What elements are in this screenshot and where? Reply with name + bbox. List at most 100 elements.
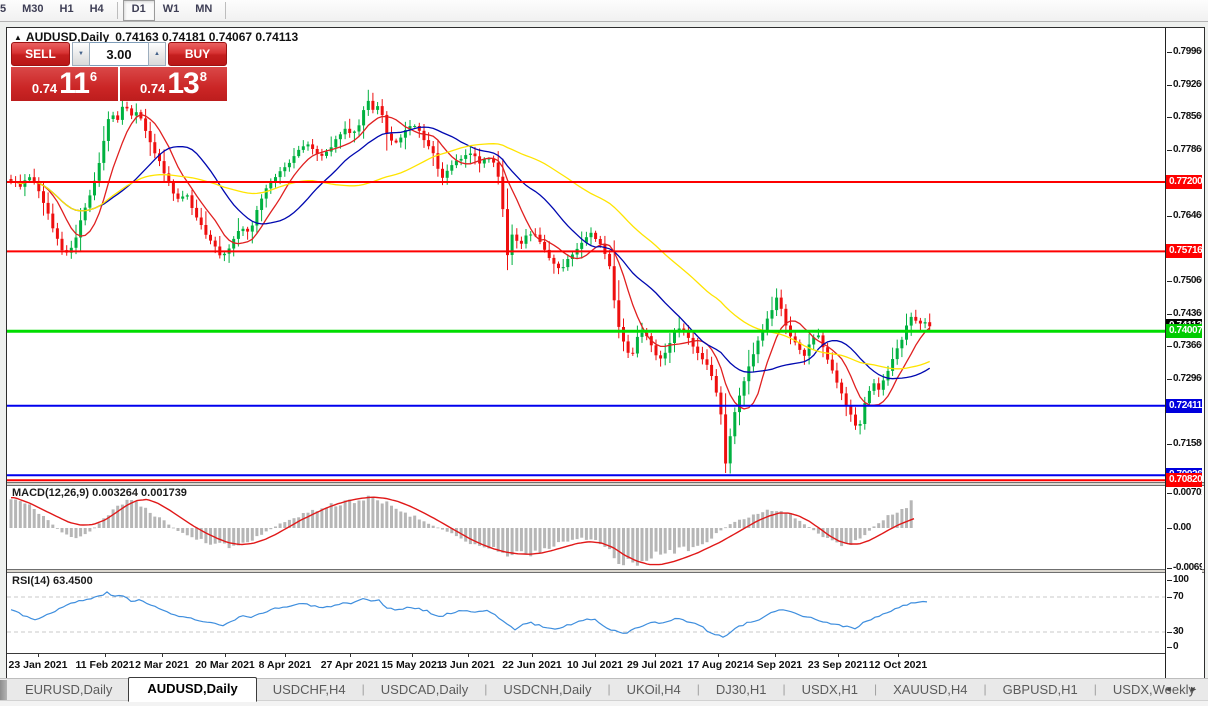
- tab-xauusd-h4[interactable]: XAUUSD,H4: [893, 682, 968, 697]
- date-label: 12 Oct 2021: [868, 659, 928, 671]
- tab-usdx-h1[interactable]: USDX,H1: [801, 682, 858, 697]
- volume-spinner: ▼ ▲: [72, 42, 166, 66]
- macd-tick: 0.00: [1167, 522, 1191, 533]
- date-tick: [838, 654, 839, 657]
- sell-price-big-digits: 11: [59, 67, 90, 100]
- trade-controls-row: SELL ▼ ▲ BUY: [11, 42, 227, 66]
- tab-ukoil-h4[interactable]: UKOil,H4: [626, 682, 681, 697]
- tab-gbpusd-h1[interactable]: GBPUSD,H1: [1002, 682, 1078, 697]
- macd-plot[interactable]: [7, 486, 1165, 570]
- tab-eurusd-daily[interactable]: EURUSD,Daily: [25, 682, 113, 697]
- toolbar-separator: [116, 2, 118, 19]
- date-tick: [468, 654, 469, 657]
- date-label: 23 Sep 2021: [807, 659, 869, 671]
- buy-price-big-digits: 13: [167, 67, 199, 100]
- tab-scroll-controls: ◄ ►: [1150, 684, 1198, 694]
- tab-dj30-h1[interactable]: DJ30,H1: [715, 682, 767, 697]
- date-tick: [655, 654, 656, 657]
- time-axis[interactable]: 23 Jan 2021 11 Feb 2021 2 Mar 2021 20 Mar 2…: [7, 653, 1165, 677]
- tab-audusd-daily[interactable]: AUDUSD,Daily: [128, 677, 257, 702]
- sell-price-display[interactable]: 0.74 11 6: [11, 67, 118, 101]
- rsi-tick: 30: [1166, 626, 1184, 637]
- buy-price-prefix: 0.74: [140, 81, 166, 96]
- date-label: 17 Aug 2021: [687, 659, 749, 671]
- macd-tick: 0.007015: [1167, 487, 1202, 500]
- down-arrow-icon: ▼: [78, 51, 84, 57]
- date-tick: [285, 654, 286, 657]
- sell-price-pip: 6: [89, 69, 98, 84]
- panel-splitter[interactable]: [7, 569, 1204, 573]
- tab-divider: |: [361, 682, 365, 696]
- price-badge: 0.72411: [1166, 399, 1202, 413]
- price-badge: 0.70820: [1166, 473, 1202, 487]
- tab-usdx-weekly[interactable]: USDX,Weekly: [1112, 682, 1196, 697]
- price-badge: 0.77200: [1166, 175, 1202, 189]
- volume-input[interactable]: [90, 42, 148, 66]
- date-tick: [350, 654, 351, 657]
- tab-divider: |: [873, 682, 878, 696]
- sell-price-prefix: 0.74: [31, 81, 58, 96]
- macd-indicator-name: MACD(12,26,9): [12, 487, 90, 499]
- sell-button[interactable]: SELL: [11, 42, 70, 66]
- macd-signal-value: 0.001739: [141, 487, 187, 499]
- tab-divider: |: [782, 682, 786, 696]
- chart-title: ▲ AUDUSD,Daily 0.74163 0.74181 0.74067 0.7…: [14, 30, 298, 44]
- date-tick: [162, 654, 163, 657]
- tab-divider: |: [696, 682, 700, 696]
- toolbar-separator: [225, 2, 227, 19]
- date-label: 27 Apr 2021: [320, 659, 380, 671]
- panel-splitter[interactable]: [7, 482, 1204, 486]
- tab-usdchf-h4[interactable]: USDCHF,H4: [272, 682, 346, 697]
- rsi-value: 63.4500: [52, 575, 93, 587]
- tabs-scroll-right-icon[interactable]: ►: [1189, 684, 1198, 694]
- rsi-indicator-name: RSI(14): [12, 575, 50, 587]
- price-badge: 0.74007: [1166, 324, 1202, 338]
- rsi-label: RSI(14) 63.4500: [12, 575, 93, 587]
- price-chart-plot[interactable]: [7, 28, 1165, 483]
- date-tick: [412, 654, 413, 657]
- date-tick: [898, 654, 899, 657]
- date-label: 3 Jun 2021: [441, 659, 495, 671]
- rsi-tick: 70: [1166, 591, 1184, 602]
- timeframe-button-m30[interactable]: M30: [22, 3, 44, 15]
- date-tick: [225, 654, 226, 657]
- tabs-scroll-left-icon[interactable]: ◄: [1163, 684, 1173, 694]
- date-label: 22 Jun 2021: [502, 659, 562, 671]
- timeframe-toolbar: 5 M30 H1 H4 D1 W1 MN: [0, 0, 1208, 22]
- price-badge: 0.75716: [1166, 244, 1202, 258]
- buy-price-pip: 8: [199, 69, 207, 84]
- volume-increase-button[interactable]: ▲: [148, 42, 166, 66]
- tab-divider: |: [484, 682, 488, 696]
- rsi-tick: 100: [1167, 574, 1189, 585]
- timeframe-button-mn[interactable]: MN: [195, 3, 213, 15]
- collapse-panel-icon[interactable]: ▲: [14, 33, 22, 42]
- date-label: 15 May 2021: [381, 659, 443, 671]
- buy-price-display[interactable]: 0.74 13 8: [120, 67, 227, 101]
- date-tick: [718, 654, 719, 657]
- date-label: 8 Apr 2021: [258, 659, 312, 671]
- rsi-plot[interactable]: [7, 573, 1165, 653]
- timeframe-button-h4[interactable]: H4: [89, 3, 104, 15]
- date-label: 20 Mar 2021: [195, 659, 255, 671]
- chart-window: ▲ AUDUSD,Daily 0.74163 0.74181 0.74067 0.7…: [6, 27, 1205, 679]
- timeframe-button-h1[interactable]: H1: [59, 3, 74, 15]
- volume-decrease-button[interactable]: ▼: [72, 42, 90, 66]
- date-label: 10 Jul 2021: [566, 659, 624, 671]
- timeframe-button-5[interactable]: 5: [0, 3, 7, 15]
- tab-usdcnh-daily[interactable]: USDCNH,Daily: [503, 682, 592, 697]
- tab-usdcad-daily[interactable]: USDCAD,Daily: [380, 682, 469, 697]
- date-label: 2 Mar 2021: [135, 659, 189, 671]
- timeframe-button-w1[interactable]: W1: [162, 3, 180, 15]
- symbol-label: AUDUSD,Daily: [25, 30, 110, 44]
- timeframe-button-d1[interactable]: D1: [122, 0, 155, 21]
- up-arrow-icon: ▲: [154, 51, 160, 57]
- buy-button[interactable]: BUY: [168, 42, 227, 66]
